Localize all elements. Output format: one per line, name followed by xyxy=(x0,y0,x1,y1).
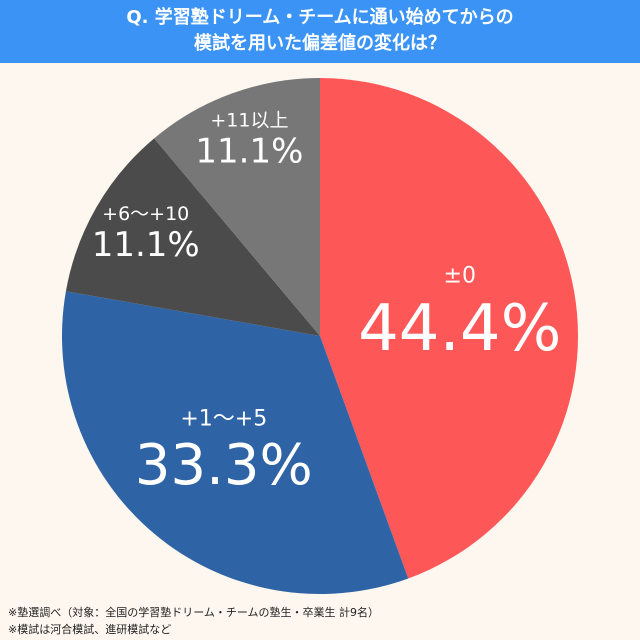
slice-label: ±0 xyxy=(444,264,476,289)
slice-value-label: 11.1% xyxy=(195,131,303,171)
pie-slice xyxy=(320,78,578,579)
slice-label: +1〜+5 xyxy=(180,406,267,431)
title-line-2: 模試を用いた偏差値の変化は？ xyxy=(194,33,446,54)
slice-label: +6〜+10 xyxy=(102,203,189,225)
slice-value-label: 33.3% xyxy=(135,433,313,498)
pie-slice xyxy=(65,138,320,336)
footnote-source: ※塾選調べ（対象：全国の学習塾ドリーム・チームの塾生・卒業生 計9名） xyxy=(8,606,380,619)
slice-label: +11以上 xyxy=(210,110,288,132)
pie-slice xyxy=(62,291,409,594)
pie-slice xyxy=(154,78,320,336)
title-line-1: Q. 学習塾ドリーム・チームに通い始めてからの xyxy=(126,7,514,28)
chart-title: Q. 学習塾ドリーム・チームに通い始めてからの 模試を用いた偏差値の変化は？ xyxy=(0,0,640,63)
slice-value-label: 44.4% xyxy=(358,292,561,366)
footnote-exams: ※模試は河合模試、進研模試など xyxy=(8,623,172,636)
slice-value-label: 11.1% xyxy=(92,225,200,265)
